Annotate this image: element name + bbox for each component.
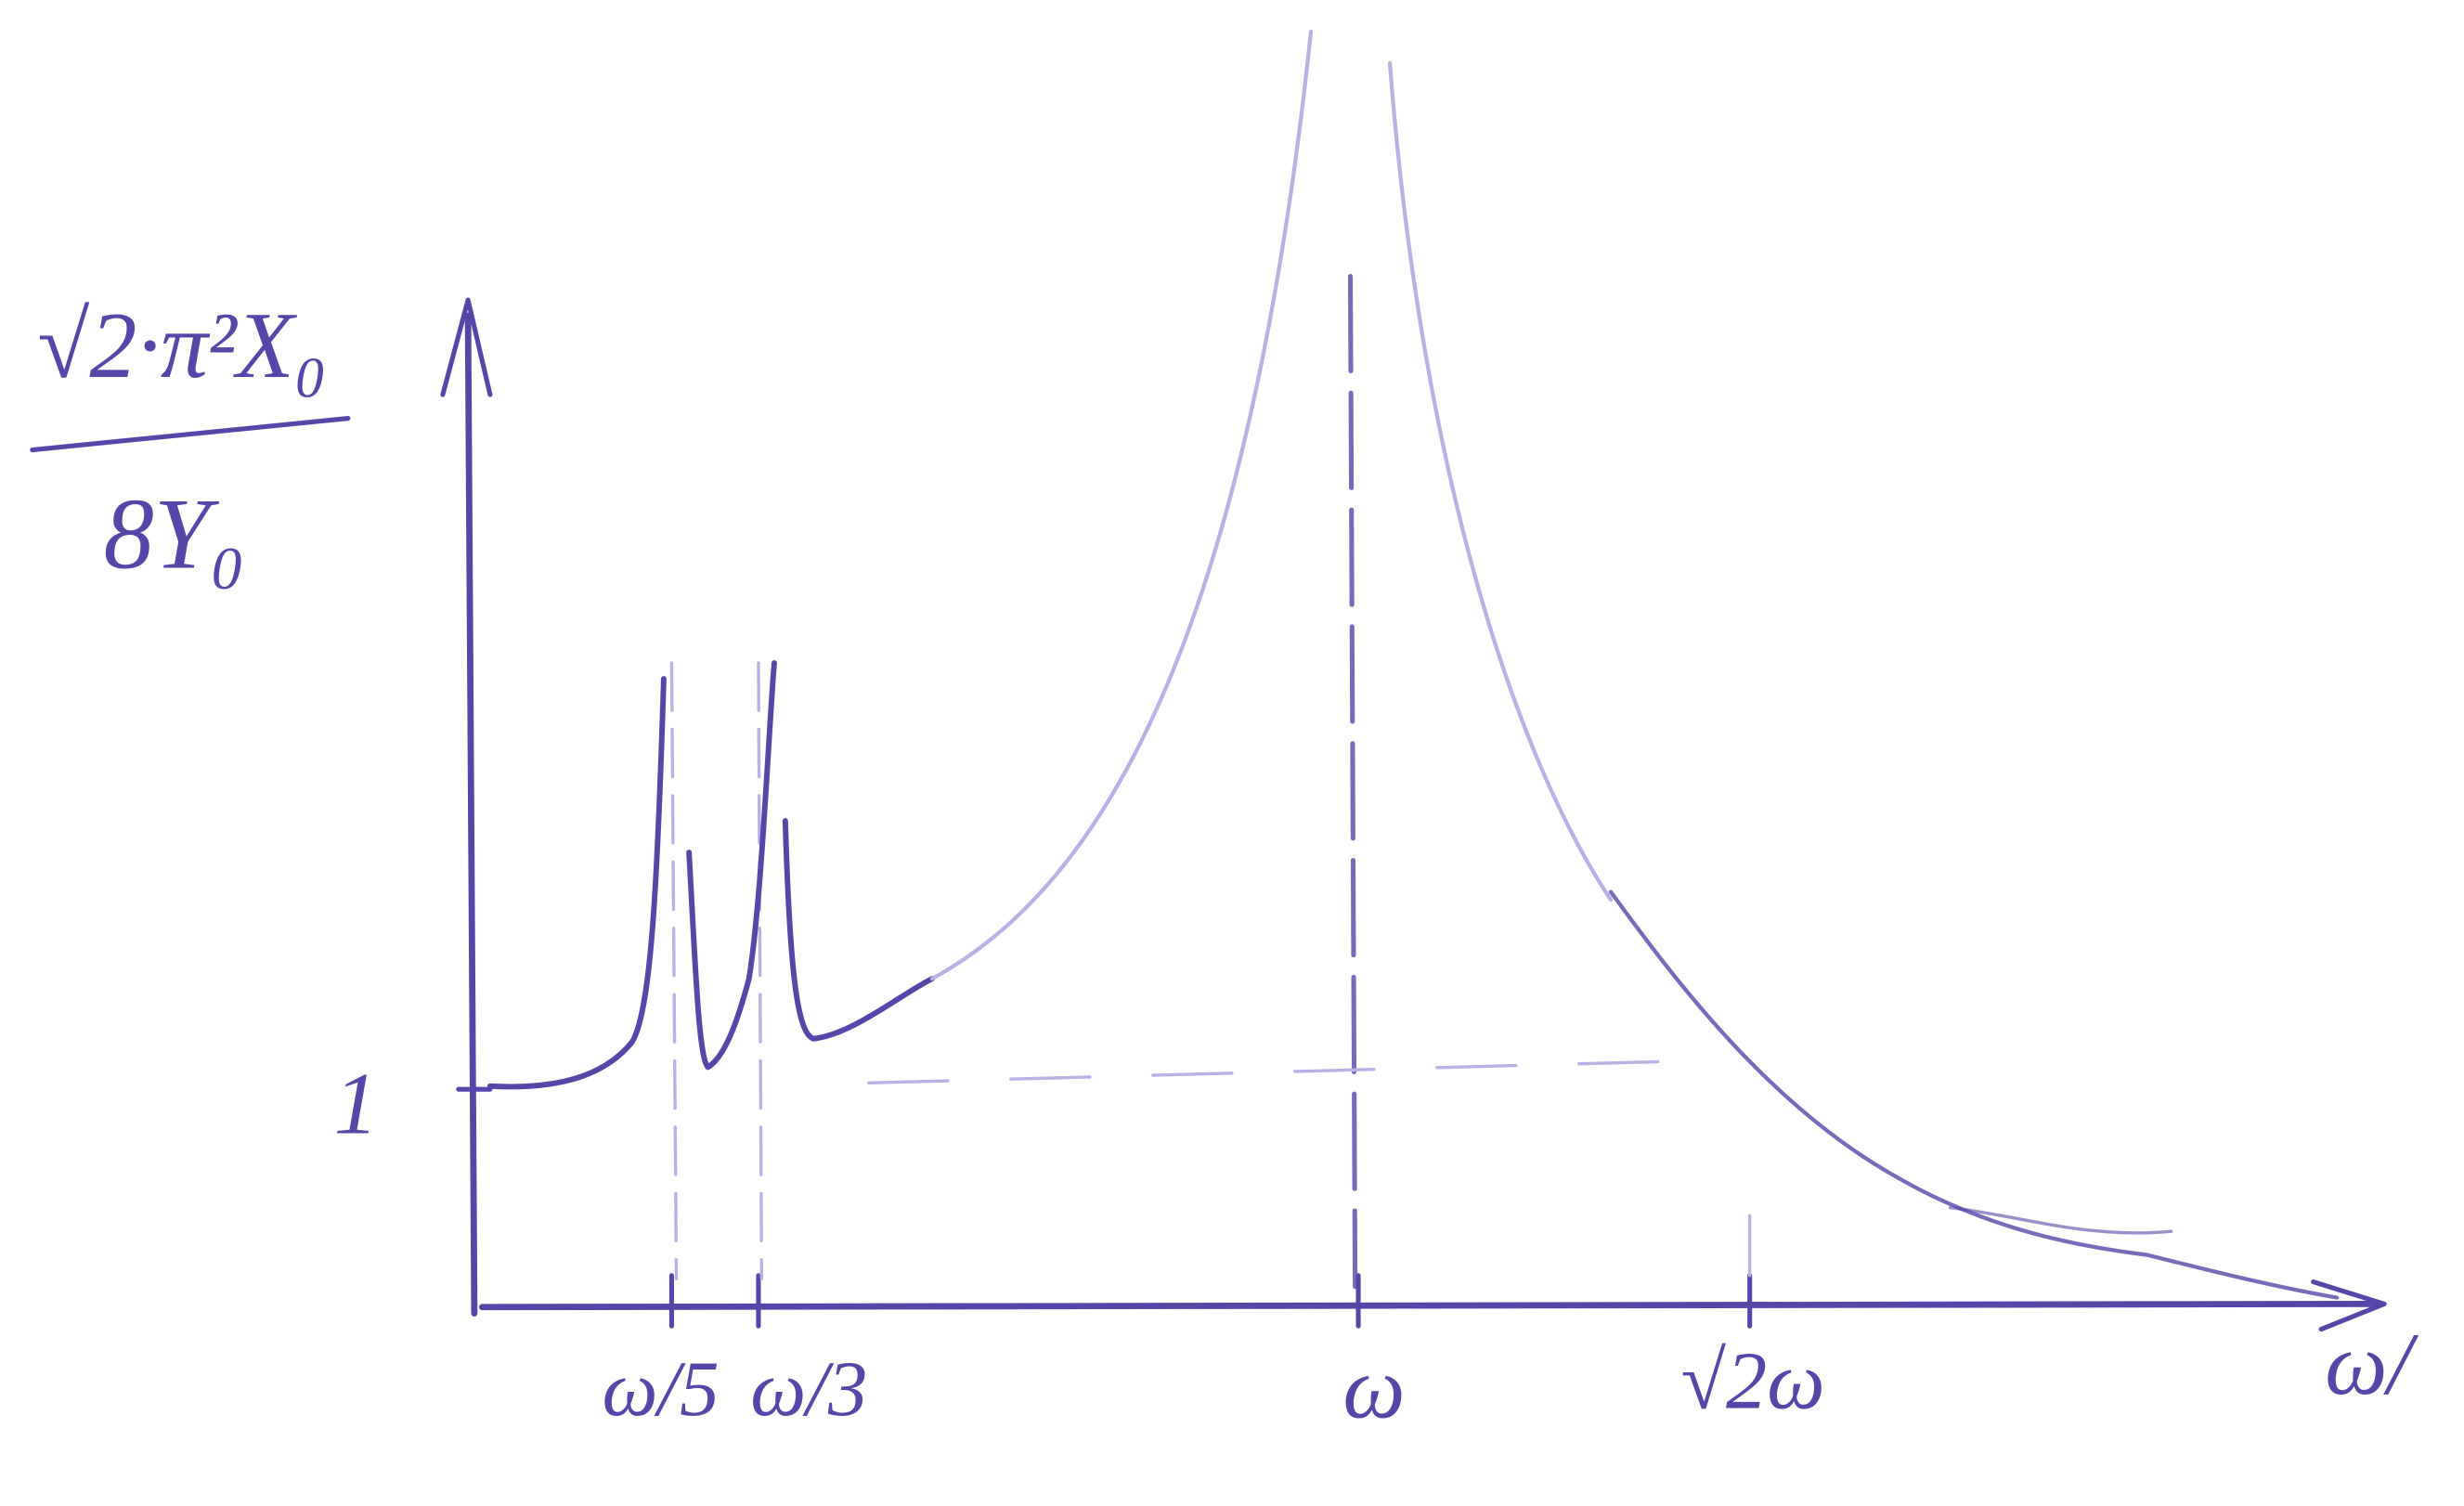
y-axis-arrow <box>440 297 493 397</box>
curve <box>486 676 667 1090</box>
curve <box>1608 889 2340 1300</box>
x-axis-label: ω/ <box>2325 1315 2419 1413</box>
x-axis-arrow <box>2311 1279 2387 1332</box>
curve <box>929 29 1314 981</box>
y-axis-label-numerator: √2·π²X₀ <box>37 293 327 398</box>
x-axis <box>478 1300 2380 1311</box>
guide-line <box>757 661 764 1280</box>
guide-line <box>867 1058 1692 1085</box>
x-tick-label: √2ω <box>1680 1335 1824 1426</box>
y-axis <box>464 312 478 1317</box>
x-tick-label: ω/3 <box>750 1345 867 1433</box>
asymptote <box>1347 273 1358 1290</box>
curve-stroke <box>1948 1205 2173 1235</box>
y-tick-label: 1 <box>334 1054 379 1152</box>
fraction-bar <box>30 416 351 453</box>
curve <box>1387 60 1614 902</box>
curve <box>782 818 935 1042</box>
curve <box>686 660 777 1071</box>
x-tick-label: ω/5 <box>602 1345 719 1433</box>
guide-line <box>669 661 679 1280</box>
x-tick-label: ω <box>1342 1339 1405 1437</box>
y-axis-label-denominator: 8Y₀ <box>103 478 245 591</box>
